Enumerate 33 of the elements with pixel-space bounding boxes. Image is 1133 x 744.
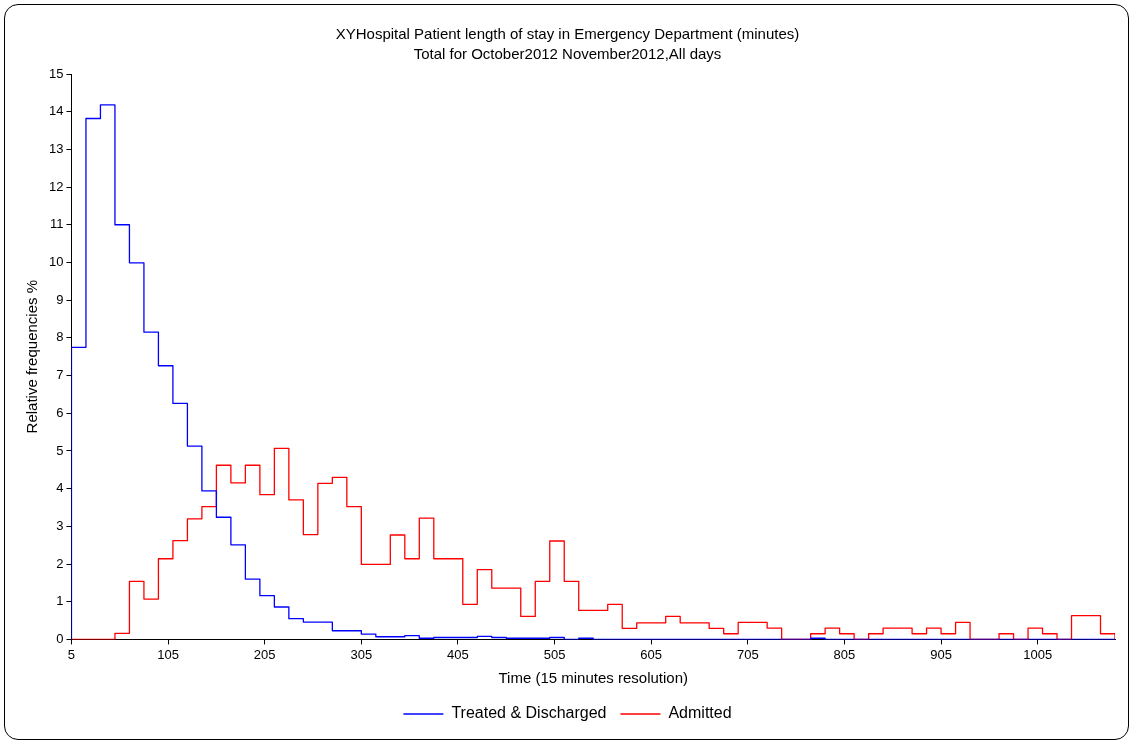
y-tick-label: 3: [56, 517, 64, 533]
y-tick-label: 4: [56, 480, 64, 496]
chart-subtitle: Total for October2012 November2012,All days: [413, 45, 722, 63]
y-tick-label: 13: [48, 140, 64, 156]
x-tick-label: 905: [930, 646, 952, 662]
x-tick-label: 805: [833, 646, 856, 662]
x-tick-label: 1005: [1023, 646, 1053, 662]
x-tick-label: 105: [157, 646, 179, 662]
y-tick-label: 8: [56, 329, 64, 345]
x-tick-label: 605: [640, 646, 663, 662]
y-tick-label: 2: [56, 555, 64, 571]
y-tick-label: 15: [48, 65, 64, 81]
x-tick-label: 5: [67, 646, 76, 662]
x-tick-label: 205: [253, 646, 276, 662]
y-tick-label: 6: [56, 404, 64, 420]
x-tick-label: 505: [543, 646, 566, 662]
legend-label: Treated & Discharged: [451, 704, 607, 722]
y-tick-label: 14: [48, 103, 64, 119]
chart-title: XYHospital Patient length of stay in Emergency Department (minutes): [335, 25, 800, 43]
y-tick-label: 12: [48, 178, 64, 194]
y-tick-label: 1: [56, 593, 64, 609]
y-tick-label: 11: [49, 216, 64, 232]
y-tick-label: 9: [56, 291, 64, 307]
y-tick-label: 10: [48, 254, 64, 270]
y-tick-label: 0: [56, 630, 64, 646]
x-tick-label: 405: [447, 646, 469, 662]
y-axis-title: Relative frequencies %: [23, 279, 41, 434]
x-axis-title: Time (15 minutes resolution): [498, 669, 688, 687]
x-tick-label: 305: [350, 646, 373, 662]
y-tick-label: 7: [56, 367, 64, 383]
y-tick-label: 5: [56, 442, 64, 458]
x-tick-label: 705: [736, 646, 759, 662]
legend-label: Admitted: [668, 704, 732, 722]
